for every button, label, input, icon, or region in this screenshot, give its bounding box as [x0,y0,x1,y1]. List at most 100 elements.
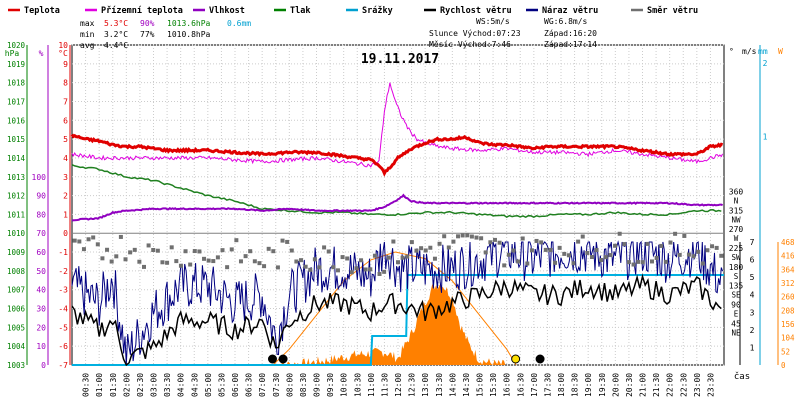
temp-tick-label: 6 [63,116,68,125]
chart-title: 19.11.2017 [361,52,439,67]
direction-deg-tick: 225 [729,244,744,253]
temp-tick-label: 2 [63,192,68,201]
wind-direction-point [663,259,668,264]
wind-tick-label: 2 [750,326,755,335]
wind-direction-point [502,263,507,268]
time-tick-label: 04:00 [177,373,186,397]
plot-area [70,82,724,367]
solar-tick-label: 0 [781,361,786,370]
time-tick-label: 00:30 [82,373,91,397]
temp-tick-label: -7 [58,361,68,370]
wind-direction-point [331,265,336,270]
time-tick-label: 11:30 [380,373,389,397]
wind-direction-point [165,260,170,265]
wind-direction-point [446,245,451,250]
time-tick-label: 15:00 [476,373,485,397]
wind-direction-point [100,256,105,261]
wind-direction-point [382,269,387,274]
stat-max-hum: 90% [140,19,155,28]
wind-direction-point [562,251,567,256]
wind-direction-point [303,264,308,269]
sunset-marker [511,354,521,364]
humidity-line [71,193,724,222]
time-tick-label: 14:30 [462,373,471,397]
wind-direction-point [437,241,442,246]
time-tick-label: 14:00 [448,373,457,397]
time-tick-label: 01:30 [109,373,118,397]
wind-direction-point [317,265,322,270]
pressure-tick-label: 1011 [7,210,25,219]
unit-deg: ° [729,47,734,56]
humidity-tick-label: 80 [36,210,46,219]
direction-deg-tick: 90 [731,301,741,310]
info-ws: WS:5m/s [476,17,510,26]
wind-direction-point [576,239,581,244]
wind-direction-point [266,246,271,251]
wind-direction-point [516,259,521,264]
legend-label: Rychlost větru [440,5,512,16]
time-tick-label: 09:30 [326,373,335,397]
wind-direction-point [137,259,142,264]
wind-tick-label: 6 [750,256,755,265]
direction-deg-tick: 315 [729,206,744,215]
wind-direction-point [626,260,631,265]
wind-direction-point [571,261,576,266]
wind-direction-point [617,231,622,236]
wind-direction-point [599,257,604,262]
wind-direction-point [456,234,461,239]
time-tick-label: 05:30 [217,373,226,397]
wind-direction-point [659,243,664,248]
time-tick-label: 18:30 [571,373,580,397]
stat-max-temp: 5.3°C [104,19,128,28]
pressure-tick-label: 1006 [7,305,26,314]
wind-direction-point [506,252,511,257]
wind-direction-point [589,255,594,260]
wind-direction-point [432,256,437,261]
time-tick-label: 06:00 [231,373,240,397]
time-tick-label: 13:30 [435,373,444,397]
wind-direction-point [613,243,618,248]
humidity-tick-label: 0 [41,361,46,370]
wind-direction-point [682,233,687,238]
wind-direction-point [109,259,114,264]
time-tick-label: 03:30 [163,373,172,397]
wind-direction-point [238,259,243,264]
time-tick-label: 02:00 [122,373,131,397]
wind-direction-point [192,249,197,254]
wind-direction-point [543,247,548,252]
temp-tick-label: 0 [63,229,68,238]
legend-label: Tlak [290,6,310,16]
wind-direction-point [183,249,188,254]
time-tick-label: 09:00 [313,373,322,397]
pressure-tick-label: 1013 [7,173,25,182]
temp-tick-label: -4 [58,305,68,314]
pressure-tick-label: 1014 [7,154,26,163]
wind-direction-point [169,245,174,250]
wind-direction-point [622,242,627,247]
time-tick-label: 19:00 [584,373,593,397]
direction-name-tick: W [734,234,739,243]
wind-direction-point [349,270,354,275]
wind-direction-point [396,260,400,265]
wind-direction-point [391,239,396,244]
time-tick-label: 04:30 [190,373,199,397]
wind-direction-point [95,242,100,247]
humidity-tick-label: 40 [36,286,46,295]
wind-direction-point [400,255,405,260]
wind-direction-point [354,266,359,271]
wind-direction-point [359,258,364,263]
wind-direction-point [271,249,276,254]
temp-tick-label: 10 [58,41,68,50]
legend-label: Náraz větru [542,5,598,16]
time-tick-label: 10:00 [340,373,349,397]
wind-direction-point [252,259,257,264]
time-tick-label: 12:00 [394,373,403,397]
wind-direction-point [710,244,715,249]
wind-direction-point [691,254,696,259]
header-info: max 5.3°C 90% 1013.6hPa 0.6mm min 3.2°C 77% 1010… [80,17,597,50]
wind-tick-label: 7 [750,238,755,247]
wind-direction-point [497,240,502,245]
temp-tick-label: -5 [58,323,68,332]
wind-direction-point [146,243,151,248]
time-tick-label: 13:00 [421,373,430,397]
